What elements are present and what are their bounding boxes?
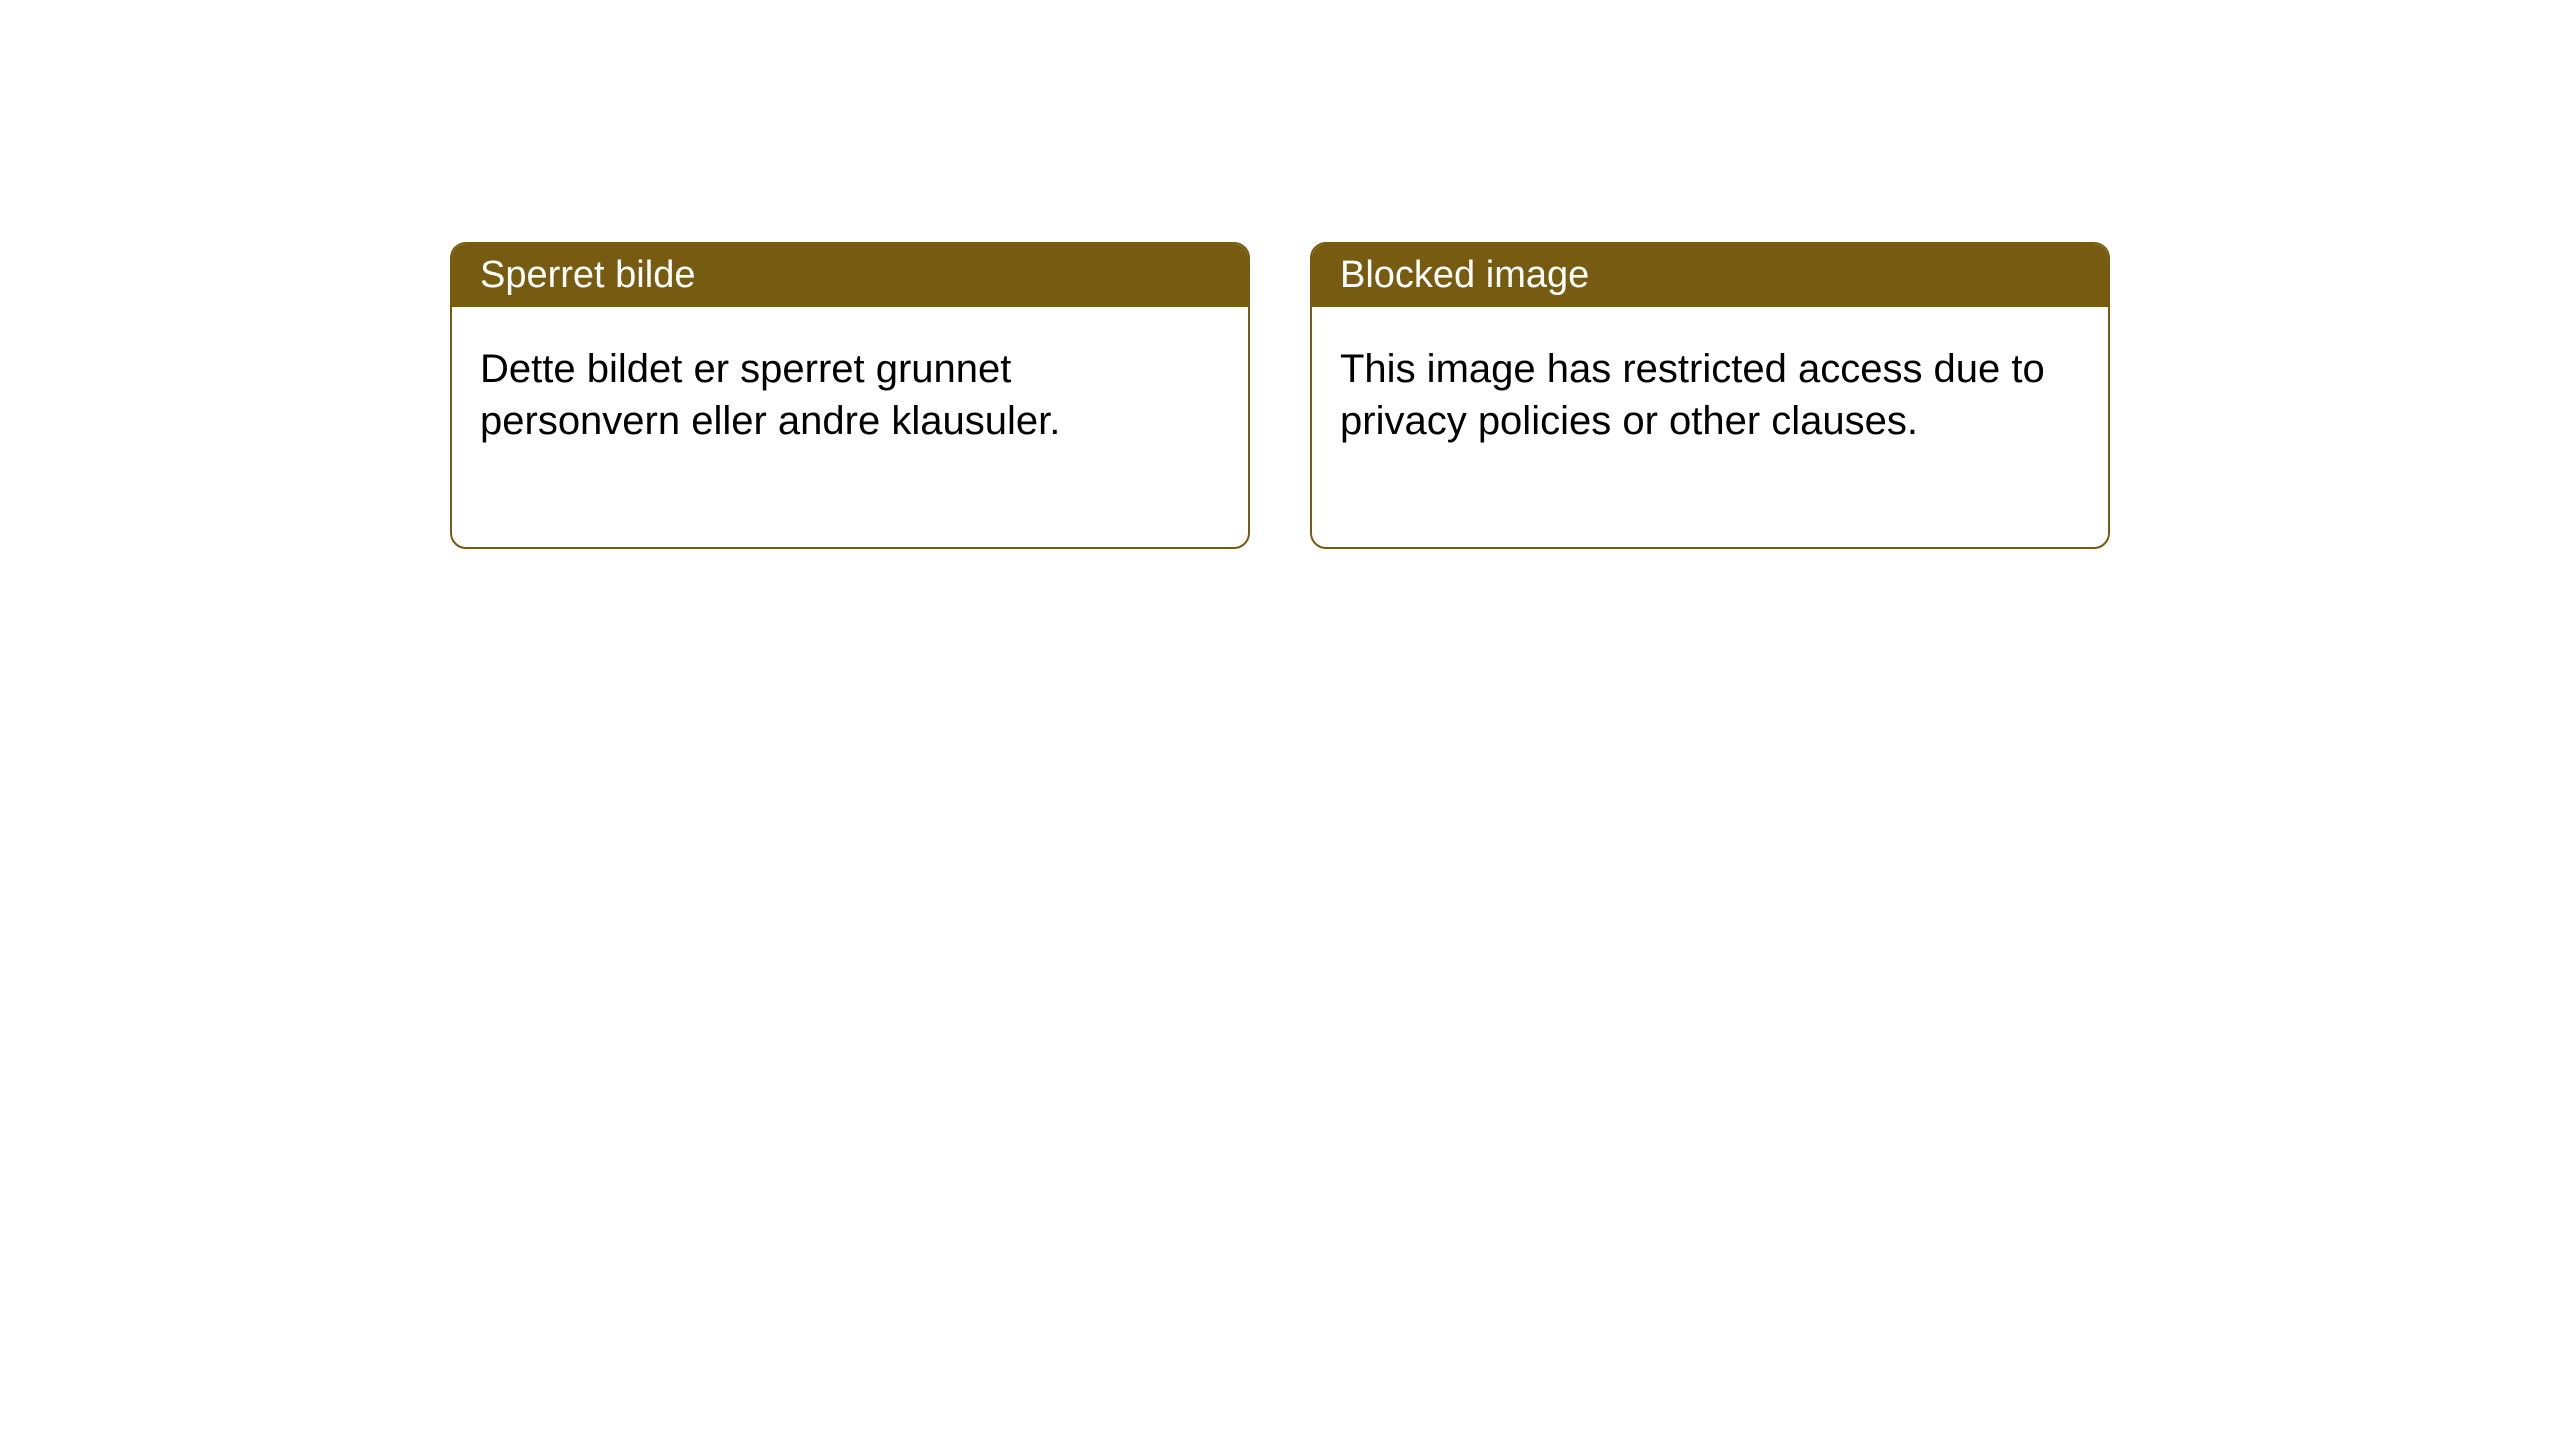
notice-container: Sperret bilde Dette bildet er sperret gr… <box>450 242 2110 549</box>
card-body-text: Dette bildet er sperret grunnet personve… <box>480 347 1060 443</box>
notice-card-norwegian: Sperret bilde Dette bildet er sperret gr… <box>450 242 1250 549</box>
card-title: Blocked image <box>1340 254 1589 296</box>
card-header: Blocked image <box>1312 244 2108 307</box>
card-title: Sperret bilde <box>480 254 695 296</box>
card-body: This image has restricted access due to … <box>1312 307 2108 547</box>
card-header: Sperret bilde <box>452 244 1248 307</box>
card-body: Dette bildet er sperret grunnet personve… <box>452 307 1248 547</box>
notice-card-english: Blocked image This image has restricted … <box>1310 242 2110 549</box>
card-body-text: This image has restricted access due to … <box>1340 347 2045 443</box>
